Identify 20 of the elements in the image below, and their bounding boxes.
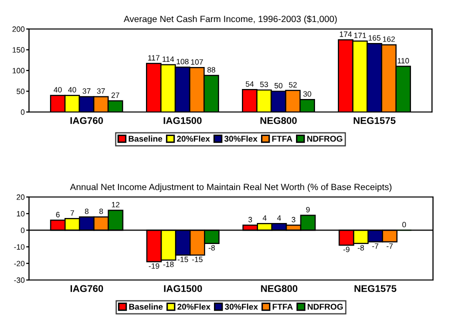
x-tick-label: IAG760 (70, 117, 103, 124)
legend-label: Baseline (128, 136, 162, 142)
x-tick-label: IAG760 (70, 285, 104, 292)
legend-label: 20%Flex (177, 304, 210, 310)
legend-label: FTFA (272, 136, 292, 142)
x-tick-label: IAG1500 (164, 285, 202, 292)
x-tick-label: NEG1575 (354, 117, 396, 124)
chart-title: Annual Net Income Adjustment to Maintain Real Net Worth (% of Base Receipts) (70, 184, 392, 192)
x-tick-label: IAG1500 (164, 117, 202, 124)
x-tick-label: NEG800 (260, 117, 297, 124)
legend-label: NDFROG (307, 136, 342, 142)
x-tick-label: NEG1575 (354, 285, 396, 292)
legend-label: 30%Flex (224, 304, 258, 310)
legend-label: NDFROG (308, 304, 343, 310)
legend-label: Baseline (129, 304, 163, 310)
legend-label: 20%Flex (176, 136, 210, 142)
legend-label: 30%Flex (224, 136, 258, 142)
legend-label: FTFA (272, 304, 293, 310)
chart-title: Average Net Cash Farm Income, 1996-2003 ($1,000) (124, 15, 337, 24)
x-tick-label: NEG800 (261, 285, 298, 292)
